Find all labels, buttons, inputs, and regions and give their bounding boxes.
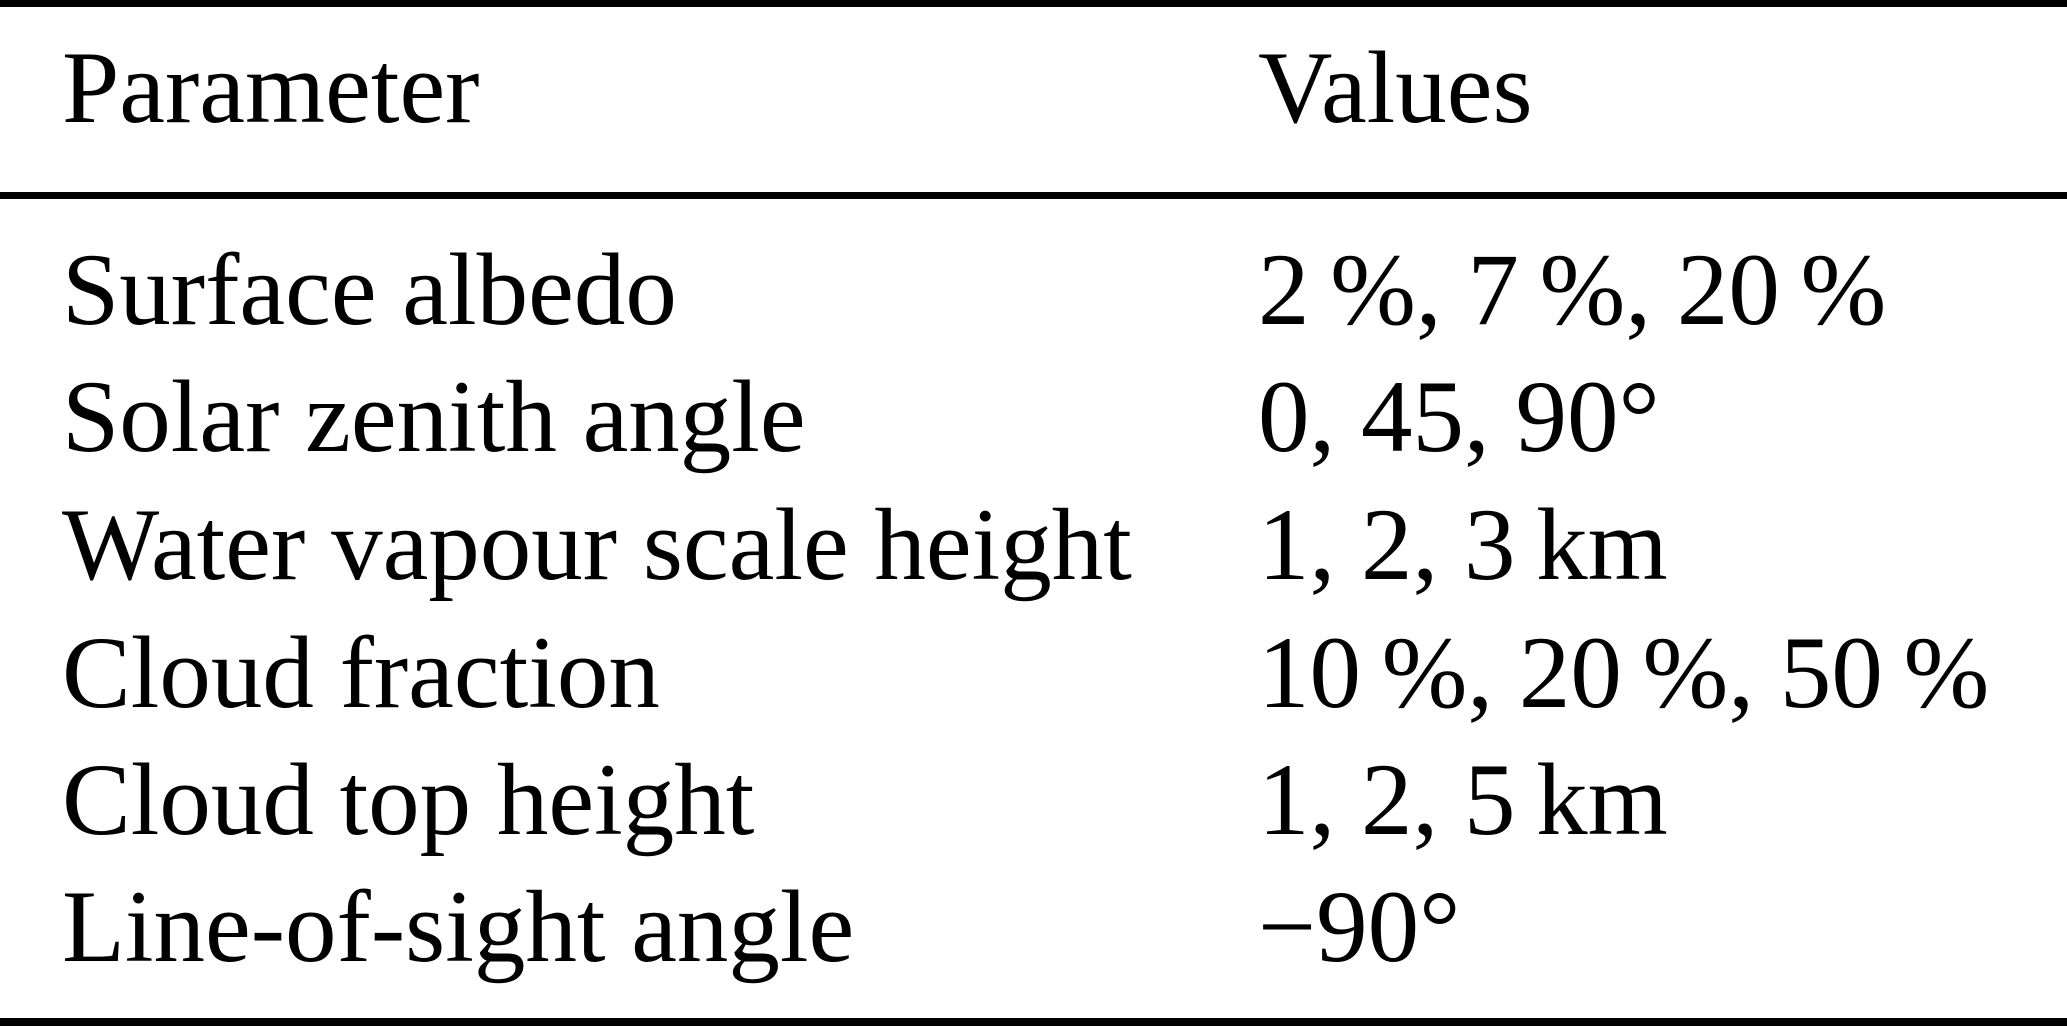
table-header-row: Parameter Values <box>0 37 2067 140</box>
parameter-cell: Surface albedo <box>62 233 677 347</box>
table-row: Solar zenith angle 0, 45, 90° <box>0 366 2067 469</box>
table-row: Cloud fraction 10 %, 20 %, 50 % <box>0 622 2067 725</box>
column-header-values: Values <box>1258 31 1533 145</box>
table-top-rule <box>0 0 2067 7</box>
parameter-cell: Line-of-sight angle <box>62 870 855 984</box>
parameter-cell: Water vapour scale height <box>62 488 1132 602</box>
values-cell: 10 %, 20 %, 50 % <box>1258 616 1990 730</box>
table-row: Line-of-sight angle −90° <box>0 876 2067 979</box>
parameter-cell: Solar zenith angle <box>62 360 806 474</box>
values-cell: 2 %, 7 %, 20 % <box>1258 233 1887 347</box>
column-header-parameter: Parameter <box>62 31 480 145</box>
parameter-cell: Cloud top height <box>62 743 755 857</box>
table-bottom-rule <box>0 1018 2067 1026</box>
values-cell: 1, 2, 5 km <box>1258 743 1668 857</box>
table-row: Cloud top height 1, 2, 5 km <box>0 749 2067 852</box>
table-row: Water vapour scale height 1, 2, 3 km <box>0 494 2067 597</box>
table-row: Surface albedo 2 %, 7 %, 20 % <box>0 239 2067 342</box>
values-cell: −90° <box>1258 870 1461 984</box>
values-cell: 1, 2, 3 km <box>1258 488 1668 602</box>
table-header-rule <box>0 192 2067 199</box>
parameter-cell: Cloud fraction <box>62 616 660 730</box>
values-cell: 0, 45, 90° <box>1258 360 1660 474</box>
